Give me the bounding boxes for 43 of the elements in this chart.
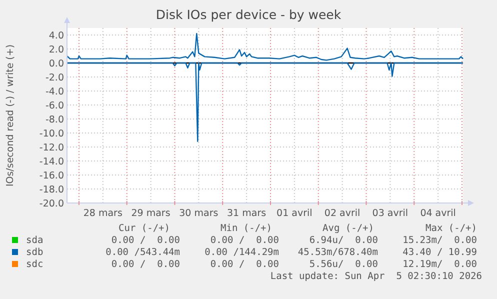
- x-tick-label: 29 mars: [131, 208, 170, 219]
- x-tick-label: 28 mars: [83, 208, 122, 219]
- legend-label: sdb: [26, 247, 44, 258]
- text: 0.00 / 0.00: [111, 235, 180, 246]
- chart-title: Disk IOs per device - by week: [156, 7, 342, 22]
- y-tick-label: 0.0: [48, 58, 64, 70]
- y-tick-label: 2.0: [48, 44, 64, 56]
- y-tick-label: -14.0: [39, 156, 64, 168]
- y-tick-label: -4.0: [45, 86, 64, 98]
- text: 43.40 / 10.99: [402, 247, 478, 258]
- x-tick-label: 31 mars: [227, 208, 266, 219]
- x-tick-label: 04 avril: [420, 208, 456, 219]
- y-tick-label: -18.0: [39, 184, 64, 196]
- legend-label: sda: [26, 235, 44, 246]
- x-tick-label: 02 avril: [324, 208, 360, 219]
- y-tick-label: 4.0: [48, 30, 64, 42]
- text: Max (-/+): [426, 223, 477, 234]
- text: 0.00 /543.44m: [106, 247, 180, 258]
- text: 45.53m/678.40m: [298, 247, 378, 258]
- text: 0.00 /144.29m: [204, 247, 280, 258]
- text: Last update: Sun Apr 5 02:30:10 2026: [270, 271, 482, 282]
- y-tick-label: -8.0: [45, 114, 64, 126]
- y-tick-label: -12.0: [39, 142, 64, 154]
- text: 12.19m/ 0.00: [402, 259, 478, 270]
- text: Avg (-/+): [322, 223, 374, 234]
- text: 5.56u/ 0.00: [309, 259, 378, 270]
- text: 0.00 / 0.00: [111, 259, 180, 270]
- text: Cur (-/+): [118, 223, 170, 234]
- y-tick-label: -6.0: [45, 100, 64, 112]
- y-tick-label: -10.0: [39, 128, 64, 140]
- x-tick-label: 03 avril: [372, 208, 408, 219]
- text: 6.94u/ 0.00: [309, 235, 378, 246]
- y-tick-label: -20.0: [39, 198, 64, 210]
- x-tick-label: 01 avril: [276, 208, 312, 219]
- y-tick-label: -2.0: [45, 72, 64, 84]
- y-axis-title: IOs/second read (-) / write (+): [5, 44, 16, 187]
- x-tick-label: 30 mars: [179, 208, 218, 219]
- text: 0.00 / 0.00: [210, 259, 280, 270]
- text: Min (-/+): [220, 223, 272, 234]
- text: 0.00 / 0.00: [210, 235, 280, 246]
- y-tick-label: -16.0: [39, 170, 64, 182]
- text: 15.23m/ 0.00: [402, 235, 478, 246]
- legend-label: sdc: [26, 259, 44, 270]
